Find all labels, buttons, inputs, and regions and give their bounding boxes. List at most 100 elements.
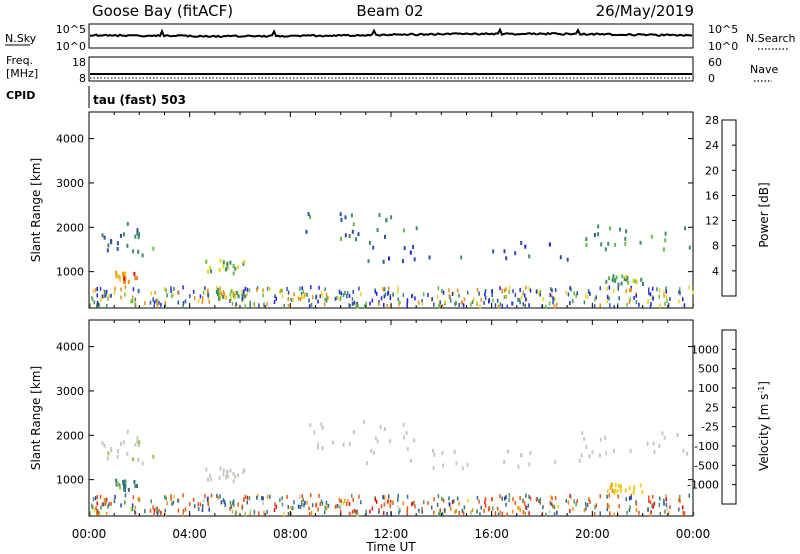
echo-cell: [137, 249, 140, 254]
echo-cell: [383, 287, 386, 292]
echo-cell: [456, 288, 459, 293]
echo-cell: [340, 236, 342, 241]
echo-cell: [123, 479, 126, 484]
echo-cell: [406, 506, 409, 511]
echo-cell: [550, 502, 553, 507]
echo-cell: [244, 494, 247, 499]
echo-cell: [492, 506, 494, 511]
echo-cell: [160, 510, 162, 515]
echo-cell: [473, 297, 475, 302]
echo-cell: [575, 294, 577, 299]
velocity-echo-cells: [89, 420, 695, 517]
echo-cell: [492, 298, 494, 303]
echo-cell: [550, 287, 552, 292]
echo-cell: [573, 499, 575, 504]
echo-cell: [584, 502, 587, 507]
echo-cell: [338, 289, 341, 294]
echo-cell: [659, 303, 661, 308]
echo-cell: [165, 288, 167, 293]
power-colorbar-tick-label: 8: [712, 240, 719, 253]
echo-cell: [476, 495, 479, 500]
echo-cell: [230, 504, 232, 509]
echo-cell: [392, 500, 394, 505]
echo-cell: [122, 479, 125, 484]
cpid-panel: CPID tau (fast) 503: [6, 86, 186, 108]
echo-cell: [152, 454, 155, 459]
date-title: 26/May/2019: [596, 2, 694, 20]
echo-cell: [209, 265, 211, 270]
echo-cell: [226, 262, 229, 266]
echo-cell: [224, 295, 226, 299]
echo-cell: [219, 286, 221, 291]
echo-cell: [479, 304, 481, 309]
echo-cell: [665, 503, 668, 507]
echo-cell: [207, 293, 209, 298]
echo-cell: [256, 494, 259, 499]
echo-cell: [115, 270, 118, 275]
echo-cell: [663, 501, 665, 506]
range-tick-label: 1000: [56, 474, 84, 487]
echo-cell: [402, 422, 405, 427]
echo-cell: [454, 302, 456, 307]
echo-cell: [182, 304, 184, 309]
echo-cell: [624, 488, 627, 493]
echo-cell: [441, 496, 443, 501]
echo-cell: [491, 289, 493, 294]
echo-cell: [589, 499, 591, 504]
echo-cell: [134, 510, 136, 515]
echo-cell: [451, 500, 454, 504]
echo-cell: [503, 295, 506, 300]
power-colorbar-tick-label: 12: [705, 215, 719, 228]
echo-cell: [136, 231, 139, 236]
echo-cell: [433, 302, 435, 307]
echo-cell: [308, 512, 311, 517]
echo-cell: [462, 303, 465, 308]
echo-cell: [413, 438, 416, 443]
echo-cell: [201, 300, 204, 305]
echo-cell: [96, 495, 98, 499]
echo-cell: [438, 301, 441, 306]
echo-cell: [324, 287, 326, 292]
echo-cell: [229, 299, 231, 303]
echo-cell: [218, 289, 221, 294]
echo-cell: [217, 292, 219, 296]
echo-cell: [124, 292, 126, 297]
velocity-panel: 1000 2000 3000 4000: [56, 319, 695, 517]
echo-cell: [652, 296, 654, 301]
echo-cell: [542, 297, 544, 302]
echo-cell: [629, 449, 632, 453]
echo-cell: [308, 298, 310, 303]
echo-cell: [667, 303, 670, 308]
echo-cell: [528, 254, 531, 259]
echo-cell: [217, 495, 219, 500]
echo-cell: [437, 494, 440, 499]
freq-right-tick-top: 60: [708, 56, 722, 69]
echo-cell: [199, 502, 202, 507]
echo-cell: [467, 290, 469, 295]
echo-cell: [376, 228, 379, 233]
echo-cell: [505, 287, 507, 292]
echo-cell: [219, 494, 221, 499]
echo-cell: [138, 232, 141, 237]
echo-cell: [207, 501, 209, 506]
echo-cell: [287, 297, 289, 301]
echo-cell: [625, 229, 628, 234]
echo-cell: [358, 286, 360, 291]
echo-cell: [608, 504, 610, 509]
echo-cell: [499, 286, 501, 291]
echo-cell: [123, 279, 125, 284]
echo-cell: [124, 483, 127, 488]
echo-cell: [93, 300, 96, 305]
echo-cell: [609, 303, 611, 308]
echo-cell: [375, 291, 378, 296]
echo-cell: [287, 505, 289, 509]
echo-cell: [539, 500, 541, 505]
echo-cell: [340, 296, 342, 300]
echo-cell: [96, 511, 98, 516]
echo-cell: [522, 510, 525, 515]
echo-cell: [103, 289, 106, 294]
echo-cell: [616, 489, 619, 494]
echo-cell: [325, 500, 328, 505]
echo-cell: [588, 454, 591, 459]
echo-cell: [398, 302, 400, 307]
